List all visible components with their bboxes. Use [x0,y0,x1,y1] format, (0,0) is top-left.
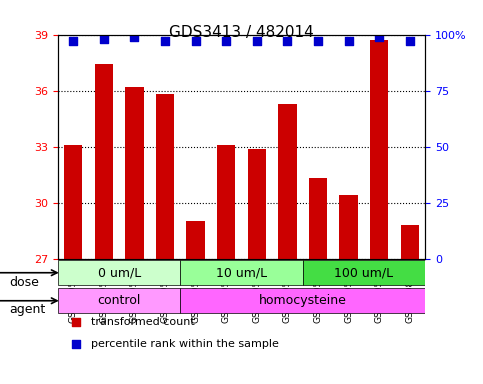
Point [314,38,322,45]
Text: control: control [98,294,141,307]
Point [404,243,412,250]
Point [284,38,291,45]
Bar [95,65,113,259]
Point [161,38,169,45]
Point [70,38,77,45]
Point [375,34,383,40]
Text: GDS3413 / 482014: GDS3413 / 482014 [169,25,314,40]
Point [192,38,199,45]
Text: homocysteine: homocysteine [259,294,347,307]
Text: agent: agent [10,303,46,316]
Point [406,38,413,45]
Bar [156,94,174,259]
Bar [186,221,205,259]
Bar [400,225,419,259]
FancyBboxPatch shape [180,288,425,313]
Bar [248,149,266,259]
Bar [278,104,297,259]
Text: 0 um/L: 0 um/L [98,266,141,279]
Text: 10 um/L: 10 um/L [216,266,267,279]
Bar [64,145,83,259]
Text: transformed count: transformed count [91,318,195,328]
Point [345,38,353,45]
Bar [125,87,143,259]
Point [253,38,261,45]
Bar [217,145,235,259]
Text: 100 um/L: 100 um/L [334,266,394,279]
Bar [340,195,358,259]
Point [404,51,412,57]
Bar [370,40,388,259]
Point [100,36,108,42]
Text: percentile rank within the sample: percentile rank within the sample [91,339,279,349]
FancyBboxPatch shape [180,260,303,285]
Bar [309,179,327,259]
FancyBboxPatch shape [303,260,425,285]
Point [130,34,138,40]
Text: dose: dose [10,276,40,289]
FancyBboxPatch shape [58,260,180,285]
FancyBboxPatch shape [58,288,180,313]
Point [222,38,230,45]
